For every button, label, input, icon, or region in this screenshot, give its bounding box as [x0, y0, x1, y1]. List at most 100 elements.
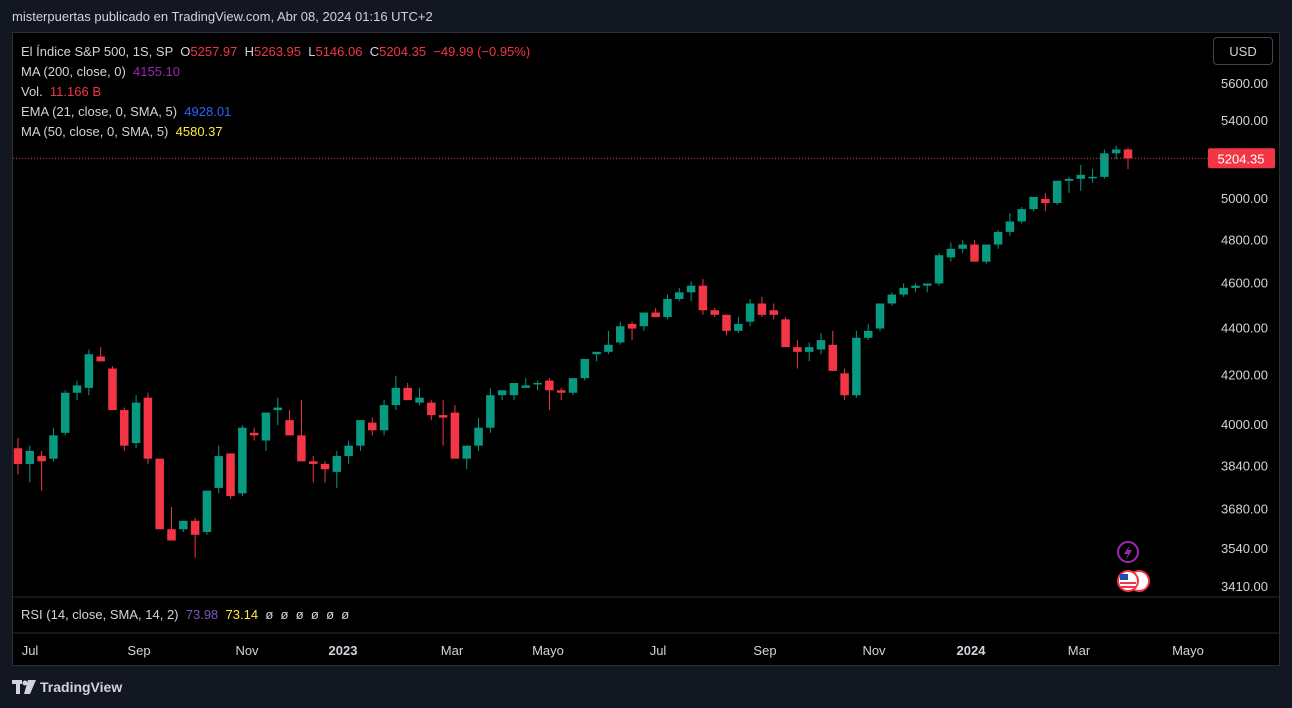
symbol-legend-row[interactable]: El Índice S&P 500, 1S, SP O5257.97 H5263…: [21, 42, 530, 62]
chart-frame[interactable]: [12, 32, 1280, 666]
candle[interactable]: [545, 378, 554, 411]
candle[interactable]: [639, 312, 649, 331]
candle[interactable]: [84, 349, 94, 396]
candle[interactable]: [1064, 176, 1074, 193]
candle[interactable]: [580, 358, 590, 381]
candle[interactable]: [793, 340, 802, 369]
candle[interactable]: [816, 333, 826, 355]
candle[interactable]: [131, 395, 141, 449]
candle[interactable]: [297, 400, 306, 462]
candle[interactable]: [757, 296, 767, 318]
candle[interactable]: [958, 240, 967, 254]
us-flag-event-icon[interactable]: [1117, 570, 1150, 592]
candle[interactable]: [698, 279, 708, 315]
candle[interactable]: [781, 317, 790, 348]
candle[interactable]: [828, 330, 838, 371]
candle[interactable]: [273, 397, 283, 426]
candle[interactable]: [934, 253, 944, 286]
candle[interactable]: [238, 425, 247, 497]
candle[interactable]: [72, 380, 82, 401]
candle[interactable]: [1052, 180, 1062, 206]
candle[interactable]: [202, 490, 212, 535]
candle[interactable]: [285, 410, 294, 436]
candle[interactable]: [214, 445, 223, 494]
candle[interactable]: [745, 299, 755, 327]
candle[interactable]: [486, 387, 495, 433]
tradingview-brand[interactable]: TradingView: [12, 679, 122, 695]
candle[interactable]: [1111, 145, 1121, 160]
lightning-event-icon[interactable]: [1117, 541, 1139, 563]
candle[interactable]: [25, 445, 35, 483]
candle[interactable]: [970, 240, 979, 262]
candle[interactable]: [332, 450, 342, 488]
candle[interactable]: [686, 281, 696, 302]
candle[interactable]: [49, 427, 58, 462]
candle[interactable]: [568, 378, 578, 396]
candle[interactable]: [982, 244, 991, 264]
candle[interactable]: [604, 330, 613, 355]
candle[interactable]: [1123, 147, 1133, 169]
candle[interactable]: [1076, 165, 1086, 191]
candle[interactable]: [1005, 213, 1015, 237]
candle[interactable]: [462, 445, 471, 470]
ma50-legend-row[interactable]: MA (50, close, 0, SMA, 5) 4580.37: [21, 122, 530, 142]
candle[interactable]: [993, 229, 1003, 249]
candle[interactable]: [651, 308, 660, 318]
candle[interactable]: [769, 303, 778, 320]
candle[interactable]: [308, 456, 318, 483]
candle[interactable]: [356, 420, 365, 451]
candle[interactable]: [1017, 207, 1026, 224]
candle[interactable]: [840, 368, 849, 401]
candle[interactable]: [474, 417, 483, 451]
candle[interactable]: [899, 283, 908, 297]
candle[interactable]: [438, 400, 448, 446]
candle[interactable]: [1029, 196, 1038, 212]
candle[interactable]: [1088, 168, 1097, 183]
candle[interactable]: [96, 347, 105, 362]
candle[interactable]: [179, 520, 188, 533]
candle[interactable]: [675, 287, 684, 302]
candle[interactable]: [627, 321, 637, 341]
candle[interactable]: [60, 390, 70, 436]
candle[interactable]: [722, 314, 731, 336]
candle[interactable]: [261, 412, 271, 451]
candle[interactable]: [13, 437, 23, 475]
candle[interactable]: [863, 323, 873, 341]
candle[interactable]: [615, 321, 625, 345]
candle[interactable]: [120, 407, 129, 451]
candle[interactable]: [923, 283, 932, 293]
candle[interactable]: [403, 382, 412, 401]
candle[interactable]: [450, 405, 460, 459]
candle[interactable]: [155, 458, 164, 530]
candle[interactable]: [427, 400, 436, 421]
candle[interactable]: [852, 330, 861, 398]
candle[interactable]: [521, 378, 531, 388]
candle[interactable]: [663, 294, 672, 320]
candle[interactable]: [190, 518, 200, 558]
candle[interactable]: [108, 366, 117, 411]
candle[interactable]: [710, 308, 719, 318]
candle[interactable]: [344, 440, 353, 464]
candle[interactable]: [415, 387, 424, 406]
candle[interactable]: [497, 390, 507, 401]
currency-button[interactable]: USD: [1213, 37, 1273, 65]
candle[interactable]: [226, 453, 235, 499]
candle[interactable]: [533, 380, 542, 391]
candle[interactable]: [911, 283, 920, 293]
candle[interactable]: [167, 506, 176, 541]
volume-legend-row[interactable]: Vol. 11.166 B: [21, 82, 530, 102]
candle[interactable]: [804, 342, 814, 362]
candle[interactable]: [875, 303, 885, 331]
candle[interactable]: [592, 351, 601, 362]
rsi-legend[interactable]: RSI (14, close, SMA, 14, 2) 73.98 73.14 …: [21, 607, 349, 622]
candle[interactable]: [249, 427, 259, 441]
candle[interactable]: [37, 450, 46, 491]
candle[interactable]: [379, 400, 389, 436]
candle[interactable]: [734, 317, 743, 334]
candle[interactable]: [143, 392, 153, 464]
candle[interactable]: [320, 461, 330, 483]
candle[interactable]: [887, 292, 897, 306]
ma200-legend-row[interactable]: MA (200, close, 0) 4155.10: [21, 62, 530, 82]
candle[interactable]: [509, 382, 519, 401]
